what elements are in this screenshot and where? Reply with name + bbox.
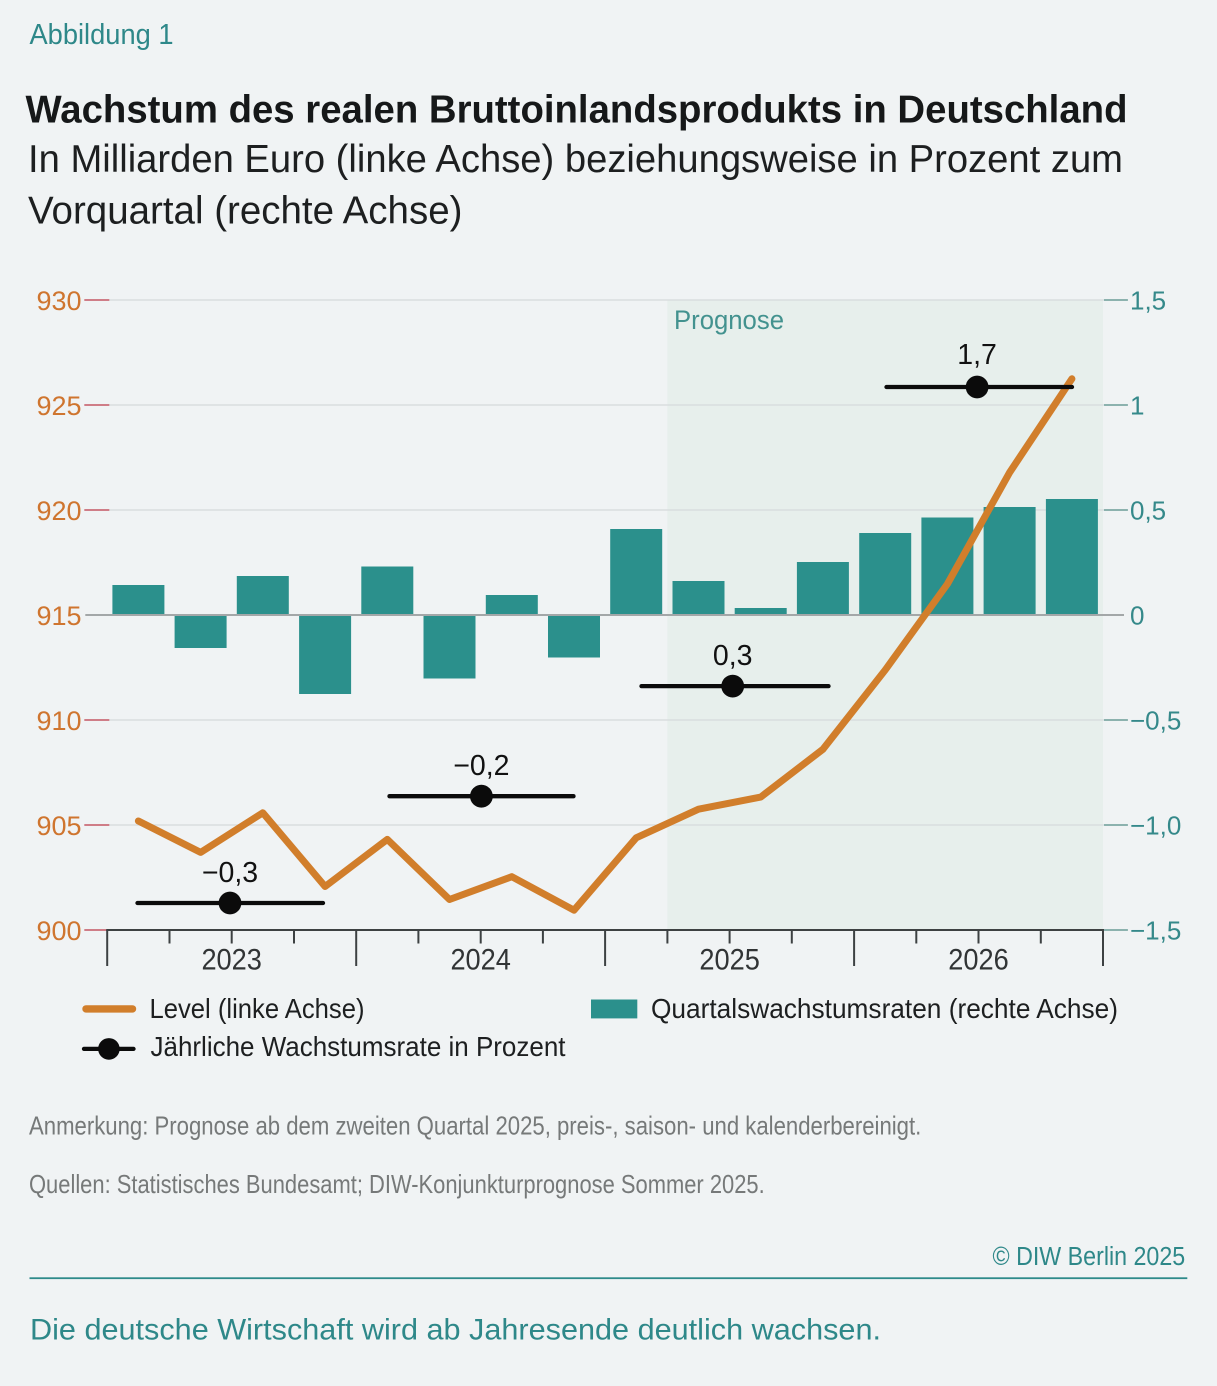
- svg-text:925: 925: [36, 391, 81, 421]
- svg-text:2026: 2026: [948, 944, 1009, 977]
- svg-text:Vorquartal (rechte Achse): Vorquartal (rechte Achse): [28, 189, 462, 232]
- svg-text:905: 905: [36, 811, 81, 841]
- svg-text:Jährliche Wachstumsrate in Pro: Jährliche Wachstumsrate in Prozent: [151, 1031, 566, 1062]
- svg-text:Abbildung 1: Abbildung 1: [30, 19, 174, 51]
- svg-text:0,5: 0,5: [1130, 495, 1166, 525]
- svg-text:900: 900: [36, 916, 81, 946]
- svg-text:910: 910: [36, 706, 81, 736]
- svg-text:−0,3: −0,3: [202, 857, 258, 889]
- svg-text:2025: 2025: [699, 944, 760, 977]
- svg-text:0,3: 0,3: [713, 640, 753, 672]
- svg-text:1,5: 1,5: [1130, 285, 1166, 315]
- svg-text:0: 0: [1130, 600, 1144, 630]
- svg-text:−0,2: −0,2: [453, 750, 509, 782]
- svg-text:Quellen: Statistisches Bundesa: Quellen: Statistisches Bundesamt; DIW-Ko…: [29, 1169, 765, 1199]
- svg-text:Level (linke Achse): Level (linke Achse): [150, 993, 365, 1024]
- svg-text:Wachstum des realen Bruttoinla: Wachstum des realen Bruttoinlandsprodukt…: [26, 89, 1128, 132]
- svg-text:Prognose: Prognose: [674, 305, 784, 335]
- svg-text:1: 1: [1130, 390, 1144, 420]
- svg-text:2023: 2023: [201, 944, 262, 977]
- svg-text:−0,5: −0,5: [1130, 705, 1181, 735]
- svg-text:−1,5: −1,5: [1130, 915, 1181, 945]
- svg-text:In Milliarden Euro (linke Achs: In Milliarden Euro (linke Achse) beziehu…: [28, 138, 1123, 181]
- svg-text:Anmerkung: Prognose ab dem zwe: Anmerkung: Prognose ab dem zweiten Quart…: [29, 1110, 921, 1140]
- svg-text:915: 915: [36, 601, 81, 631]
- svg-text:Die deutsche Wirtschaft wird a: Die deutsche Wirtschaft wird ab Jahresen…: [30, 1313, 881, 1346]
- svg-text:Quartalswachstumsraten (rechte: Quartalswachstumsraten (rechte Achse): [651, 993, 1118, 1024]
- svg-text:© DIW Berlin 2025: © DIW Berlin 2025: [993, 1243, 1186, 1271]
- svg-text:2024: 2024: [450, 944, 511, 977]
- svg-text:920: 920: [36, 496, 81, 526]
- svg-text:930: 930: [36, 286, 81, 316]
- svg-text:1,7: 1,7: [957, 339, 997, 371]
- svg-text:−1,0: −1,0: [1130, 810, 1181, 840]
